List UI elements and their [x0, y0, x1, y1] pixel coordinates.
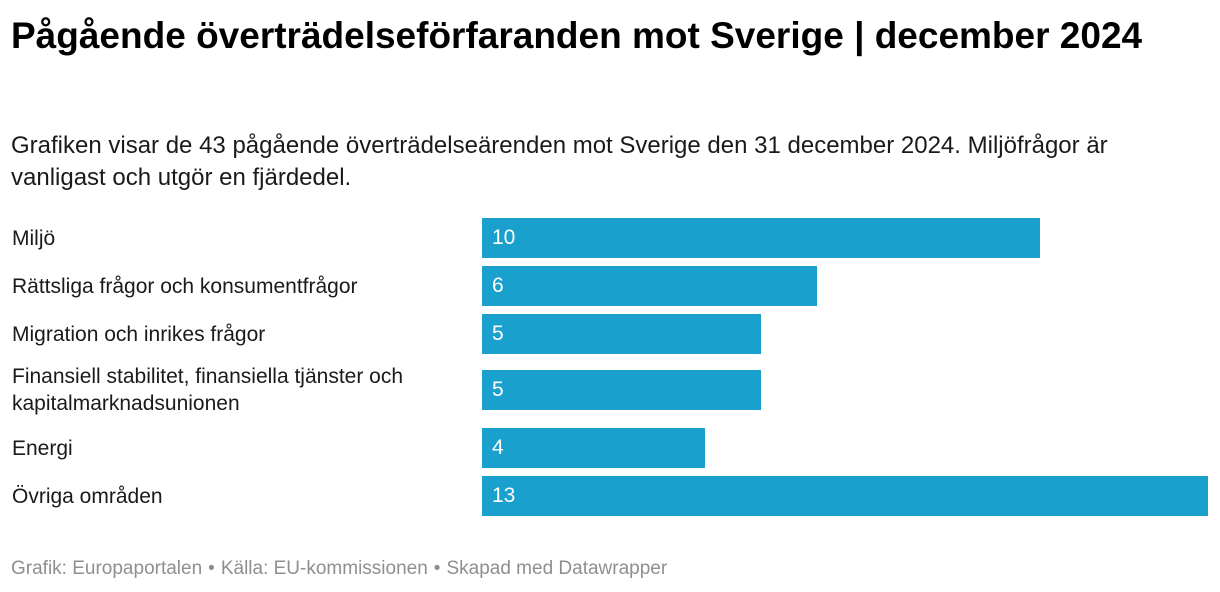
category-label: Miljö	[12, 226, 56, 250]
category-label: Finansiell stabilitet, finansiella tjäns…	[12, 365, 404, 415]
category-label: Energi	[12, 436, 73, 460]
bar-value-label: 5	[492, 322, 504, 345]
bar: 6	[482, 266, 817, 306]
footer-separator: •	[433, 558, 441, 579]
bar: 10	[482, 218, 1040, 258]
bar-value-label: 6	[492, 274, 504, 297]
footer-source: Källa: EU-kommissionen	[220, 558, 428, 579]
chart-footer: Grafik: Europaportalen • Källa: EU-kommiss…	[11, 557, 667, 581]
footer-tool: Skapad med Datawrapper	[446, 558, 668, 579]
bar-value-label: 5	[492, 378, 504, 401]
category-label: Migration och inrikes frågor	[12, 322, 266, 346]
category-label: Övriga områden	[12, 484, 163, 508]
bar: 4	[482, 428, 705, 468]
chart-title: Pågående överträdelseförfaranden mot Sve…	[11, 15, 1143, 56]
chart-subtitle: Grafiken visar de 43 pågående överträdel…	[11, 132, 1108, 191]
footer-credit: Grafik: Europaportalen	[11, 558, 203, 579]
bar-value-label: 4	[492, 436, 504, 459]
bar-value-label: 10	[492, 226, 516, 249]
bar: 5	[482, 370, 761, 410]
bar-value-label: 13	[492, 484, 516, 507]
footer-separator: •	[208, 558, 215, 579]
category-label: Rättsliga frågor och konsumentfrågor	[12, 274, 358, 298]
bar: 5	[482, 314, 761, 354]
bar: 13	[482, 476, 1208, 516]
